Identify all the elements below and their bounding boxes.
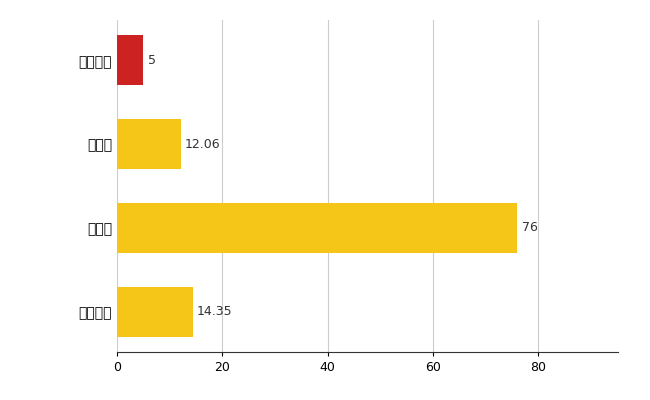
Bar bbox=[117, 287, 192, 337]
Text: 14.35: 14.35 bbox=[197, 305, 233, 318]
Text: 76: 76 bbox=[521, 222, 538, 234]
Text: 5: 5 bbox=[148, 54, 155, 67]
Bar bbox=[117, 119, 181, 169]
Text: 12.06: 12.06 bbox=[185, 138, 220, 150]
Bar bbox=[117, 35, 144, 85]
Bar bbox=[117, 203, 517, 253]
